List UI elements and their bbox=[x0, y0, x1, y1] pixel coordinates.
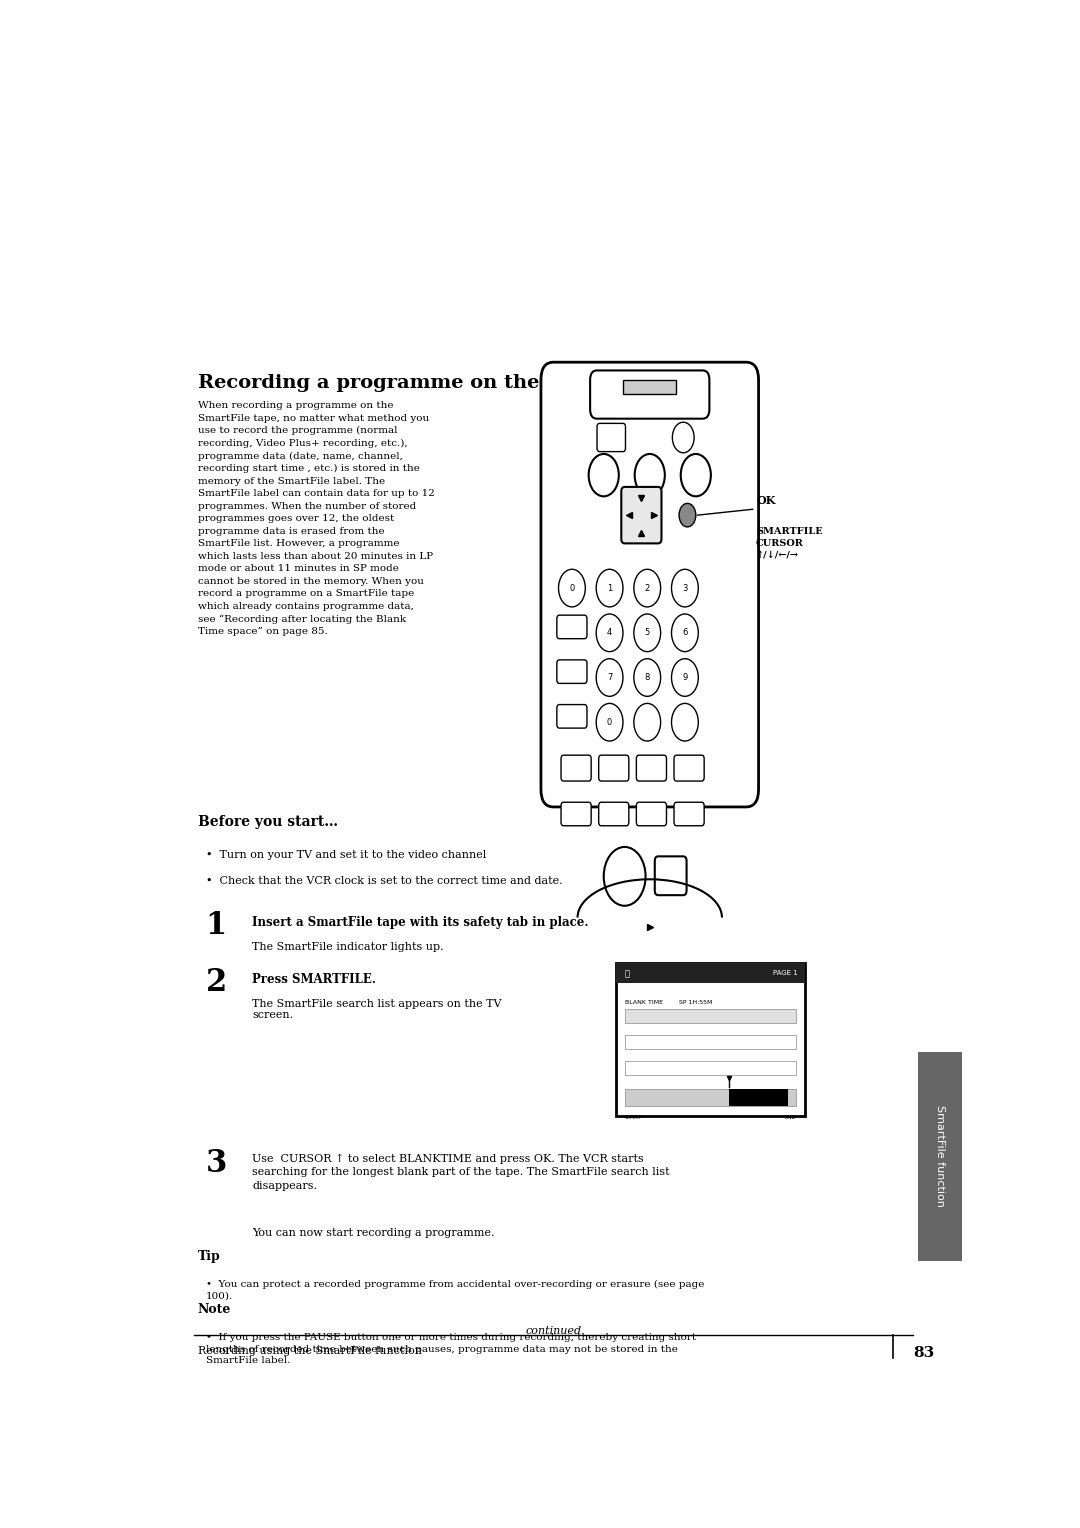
FancyBboxPatch shape bbox=[541, 362, 758, 807]
FancyBboxPatch shape bbox=[561, 802, 591, 825]
Text: 7: 7 bbox=[607, 672, 612, 681]
Circle shape bbox=[635, 454, 665, 497]
Circle shape bbox=[604, 847, 646, 906]
Text: Tip: Tip bbox=[198, 1250, 220, 1264]
Circle shape bbox=[596, 659, 623, 697]
FancyBboxPatch shape bbox=[636, 802, 666, 825]
FancyBboxPatch shape bbox=[598, 755, 629, 781]
Text: When recording a programme on the
SmartFile tape, no matter what method you
use : When recording a programme on the SmartF… bbox=[198, 400, 434, 636]
Text: PAGE 1: PAGE 1 bbox=[773, 970, 798, 976]
Circle shape bbox=[634, 659, 661, 697]
Text: 0: 0 bbox=[607, 718, 612, 727]
Text: Use  CURSOR ↑ to select BLANKTIME and press OK. The VCR starts
searching for the: Use CURSOR ↑ to select BLANKTIME and pre… bbox=[253, 1154, 670, 1190]
Text: 9: 9 bbox=[683, 672, 688, 681]
Circle shape bbox=[596, 570, 623, 607]
Text: 0: 0 bbox=[569, 584, 575, 593]
Text: •  Check that the VCR clock is set to the correct time and date.: • Check that the VCR clock is set to the… bbox=[206, 877, 563, 886]
Bar bbox=[617, 964, 805, 1117]
FancyBboxPatch shape bbox=[590, 370, 710, 419]
Text: The SmartFile indicator lights up.: The SmartFile indicator lights up. bbox=[253, 943, 444, 952]
Text: The SmartFile search list appears on the TV
screen.: The SmartFile search list appears on the… bbox=[253, 999, 502, 1021]
Text: SMARTFILE
CURSOR
↑/↓/←/→: SMARTFILE CURSOR ↑/↓/←/→ bbox=[756, 527, 823, 559]
FancyBboxPatch shape bbox=[557, 616, 588, 639]
Text: •  If you press the PAUSE button one or more times during recording, thereby cre: • If you press the PAUSE button one or m… bbox=[206, 1332, 697, 1366]
Bar bbox=[729, 1089, 788, 1106]
FancyBboxPatch shape bbox=[557, 704, 588, 729]
Text: START: START bbox=[624, 1115, 642, 1120]
Circle shape bbox=[634, 614, 661, 651]
Text: 5: 5 bbox=[645, 628, 650, 637]
Text: continued: continued bbox=[526, 1326, 581, 1335]
Text: You can now start recording a programme.: You can now start recording a programme. bbox=[253, 1229, 495, 1238]
Text: Insert a SmartFile tape with its safety tab in place.: Insert a SmartFile tape with its safety … bbox=[253, 917, 589, 929]
Text: 2: 2 bbox=[205, 967, 227, 998]
Circle shape bbox=[596, 614, 623, 651]
Text: BLANK TIME        SP 1H:55M: BLANK TIME SP 1H:55M bbox=[624, 999, 712, 1005]
Circle shape bbox=[672, 614, 699, 651]
Text: 83: 83 bbox=[914, 1346, 934, 1360]
Circle shape bbox=[673, 422, 694, 452]
Circle shape bbox=[679, 503, 696, 527]
Text: •  Turn on your TV and set it to the video channel: • Turn on your TV and set it to the vide… bbox=[206, 851, 486, 860]
Text: 4: 4 bbox=[607, 628, 612, 637]
Text: •  You can protect a recorded programme from accidental over-recording or erasur: • You can protect a recorded programme f… bbox=[206, 1280, 704, 1300]
Bar bbox=[624, 1089, 796, 1106]
Circle shape bbox=[680, 454, 711, 497]
Bar bbox=[624, 1034, 796, 1050]
Text: Press SMARTFILE.: Press SMARTFILE. bbox=[253, 973, 376, 986]
Text: 3: 3 bbox=[205, 1148, 227, 1180]
Text: ⦿: ⦿ bbox=[624, 969, 630, 978]
Text: OK: OK bbox=[756, 495, 775, 506]
Text: 1: 1 bbox=[607, 584, 612, 593]
Circle shape bbox=[634, 570, 661, 607]
FancyBboxPatch shape bbox=[597, 423, 625, 452]
Bar bbox=[623, 380, 676, 394]
Circle shape bbox=[634, 703, 661, 741]
Bar bbox=[617, 964, 805, 984]
FancyBboxPatch shape bbox=[557, 660, 588, 683]
Circle shape bbox=[596, 703, 623, 741]
Text: Recording a programme on the SmartFile tape: Recording a programme on the SmartFile t… bbox=[198, 374, 707, 393]
FancyBboxPatch shape bbox=[598, 802, 629, 825]
Bar bbox=[624, 1010, 796, 1024]
Text: Before you start…: Before you start… bbox=[198, 814, 338, 830]
Text: SmartFile function: SmartFile function bbox=[935, 1105, 945, 1207]
Circle shape bbox=[558, 570, 585, 607]
Text: 8: 8 bbox=[645, 672, 650, 681]
FancyBboxPatch shape bbox=[674, 755, 704, 781]
FancyBboxPatch shape bbox=[674, 802, 704, 825]
Bar bbox=[624, 1060, 796, 1076]
FancyBboxPatch shape bbox=[621, 487, 661, 544]
Text: 2: 2 bbox=[645, 584, 650, 593]
Circle shape bbox=[672, 703, 699, 741]
Text: 1: 1 bbox=[205, 911, 227, 941]
Circle shape bbox=[589, 454, 619, 497]
Bar bbox=[918, 1051, 962, 1261]
Text: 3: 3 bbox=[683, 584, 688, 593]
FancyBboxPatch shape bbox=[561, 755, 591, 781]
FancyBboxPatch shape bbox=[636, 755, 666, 781]
Circle shape bbox=[672, 659, 699, 697]
Text: END: END bbox=[784, 1115, 796, 1120]
Text: Note: Note bbox=[198, 1303, 231, 1317]
Text: Recording using the SmartFile function: Recording using the SmartFile function bbox=[198, 1346, 422, 1355]
Text: 6: 6 bbox=[683, 628, 688, 637]
Circle shape bbox=[672, 570, 699, 607]
FancyBboxPatch shape bbox=[654, 856, 687, 895]
